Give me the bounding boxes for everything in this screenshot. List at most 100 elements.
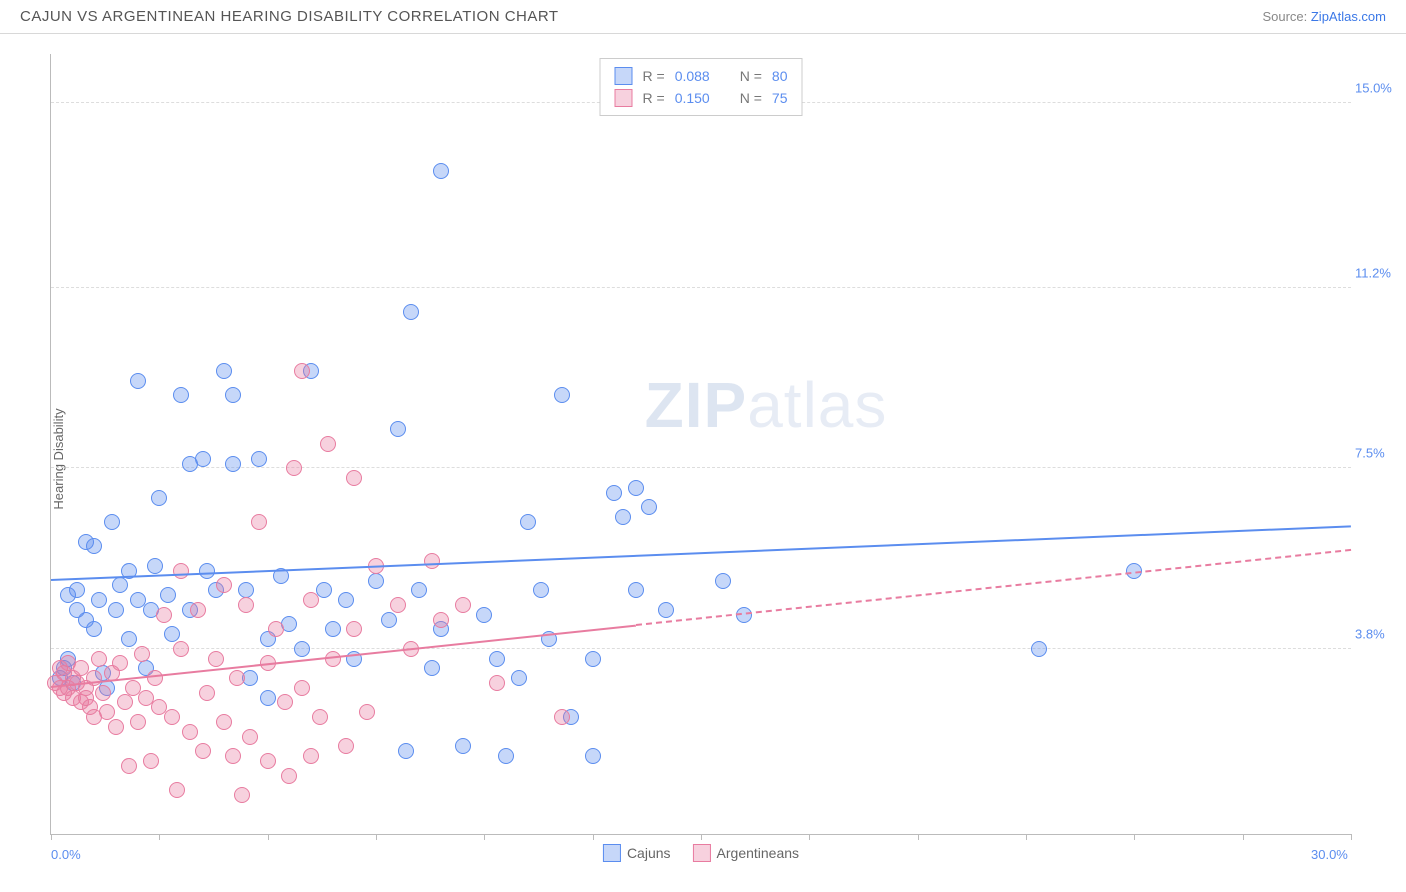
data-point bbox=[216, 714, 232, 730]
chart-source: Source: ZipAtlas.com bbox=[1262, 9, 1386, 24]
chart-area: Hearing Disability ZIPatlas 3.8%7.5%11.2… bbox=[0, 34, 1406, 884]
data-point bbox=[104, 514, 120, 530]
x-tick bbox=[1134, 834, 1135, 840]
trend-line bbox=[636, 549, 1351, 626]
data-point bbox=[147, 670, 163, 686]
data-point bbox=[398, 743, 414, 759]
data-point bbox=[1031, 641, 1047, 657]
x-tick bbox=[1243, 834, 1244, 840]
data-point bbox=[455, 738, 471, 754]
data-point bbox=[225, 748, 241, 764]
data-point bbox=[164, 709, 180, 725]
data-point bbox=[325, 621, 341, 637]
legend-label: Argentineans bbox=[717, 845, 800, 861]
data-point bbox=[199, 685, 215, 701]
y-tick-label: 15.0% bbox=[1355, 80, 1401, 95]
legend-label: Cajuns bbox=[627, 845, 671, 861]
data-point bbox=[173, 641, 189, 657]
data-point bbox=[182, 724, 198, 740]
data-point bbox=[147, 558, 163, 574]
data-point bbox=[260, 753, 276, 769]
x-limit-label: 30.0% bbox=[1311, 847, 1348, 862]
data-point bbox=[173, 387, 189, 403]
trend-line bbox=[51, 525, 1351, 581]
data-point bbox=[316, 582, 332, 598]
data-point bbox=[390, 597, 406, 613]
data-point bbox=[156, 607, 172, 623]
data-point bbox=[715, 573, 731, 589]
data-point bbox=[294, 641, 310, 657]
legend-swatch bbox=[693, 844, 711, 862]
data-point bbox=[121, 631, 137, 647]
data-point bbox=[173, 563, 189, 579]
x-tick bbox=[484, 834, 485, 840]
data-point bbox=[108, 719, 124, 735]
data-point bbox=[134, 646, 150, 662]
data-point bbox=[121, 758, 137, 774]
data-point bbox=[112, 577, 128, 593]
data-point bbox=[585, 651, 601, 667]
data-point bbox=[628, 582, 644, 598]
data-point bbox=[294, 680, 310, 696]
data-point bbox=[424, 553, 440, 569]
chart-header: CAJUN VS ARGENTINEAN HEARING DISABILITY … bbox=[0, 0, 1406, 34]
watermark: ZIPatlas bbox=[645, 368, 888, 442]
data-point bbox=[606, 485, 622, 501]
data-point bbox=[195, 451, 211, 467]
data-point bbox=[86, 621, 102, 637]
data-point bbox=[99, 704, 115, 720]
legend-swatch bbox=[603, 844, 621, 862]
gridline bbox=[51, 287, 1351, 288]
x-tick bbox=[51, 834, 52, 840]
x-tick bbox=[593, 834, 594, 840]
data-point bbox=[234, 787, 250, 803]
data-point bbox=[585, 748, 601, 764]
data-point bbox=[108, 602, 124, 618]
data-point bbox=[190, 602, 206, 618]
data-point bbox=[615, 509, 631, 525]
data-point bbox=[251, 451, 267, 467]
data-point bbox=[95, 685, 111, 701]
x-tick bbox=[1351, 834, 1352, 840]
gridline bbox=[51, 648, 1351, 649]
data-point bbox=[112, 655, 128, 671]
data-point bbox=[433, 163, 449, 179]
data-point bbox=[554, 709, 570, 725]
x-tick bbox=[159, 834, 160, 840]
data-point bbox=[390, 421, 406, 437]
data-point bbox=[359, 704, 375, 720]
data-point bbox=[346, 621, 362, 637]
data-point bbox=[130, 373, 146, 389]
data-point bbox=[433, 612, 449, 628]
legend-swatch bbox=[615, 89, 633, 107]
data-point bbox=[91, 592, 107, 608]
x-limit-label: 0.0% bbox=[51, 847, 81, 862]
correlation-legend: R =0.088N =80R =0.150N =75 bbox=[600, 58, 803, 116]
source-link[interactable]: ZipAtlas.com bbox=[1311, 9, 1386, 24]
data-point bbox=[251, 514, 267, 530]
data-point bbox=[424, 660, 440, 676]
data-point bbox=[238, 597, 254, 613]
data-point bbox=[489, 651, 505, 667]
data-point bbox=[69, 582, 85, 598]
data-point bbox=[533, 582, 549, 598]
series-legend: Cajuns Argentineans bbox=[603, 844, 799, 862]
data-point bbox=[225, 456, 241, 472]
data-point bbox=[411, 582, 427, 598]
data-point bbox=[641, 499, 657, 515]
data-point bbox=[160, 587, 176, 603]
data-point bbox=[628, 480, 644, 496]
data-point bbox=[312, 709, 328, 725]
data-point bbox=[381, 612, 397, 628]
legend-swatch bbox=[615, 67, 633, 85]
data-point bbox=[208, 651, 224, 667]
data-point bbox=[216, 363, 232, 379]
data-point bbox=[117, 694, 133, 710]
data-point bbox=[143, 753, 159, 769]
data-point bbox=[195, 743, 211, 759]
data-point bbox=[164, 626, 180, 642]
x-tick bbox=[918, 834, 919, 840]
x-tick bbox=[809, 834, 810, 840]
data-point bbox=[346, 470, 362, 486]
x-tick bbox=[701, 834, 702, 840]
